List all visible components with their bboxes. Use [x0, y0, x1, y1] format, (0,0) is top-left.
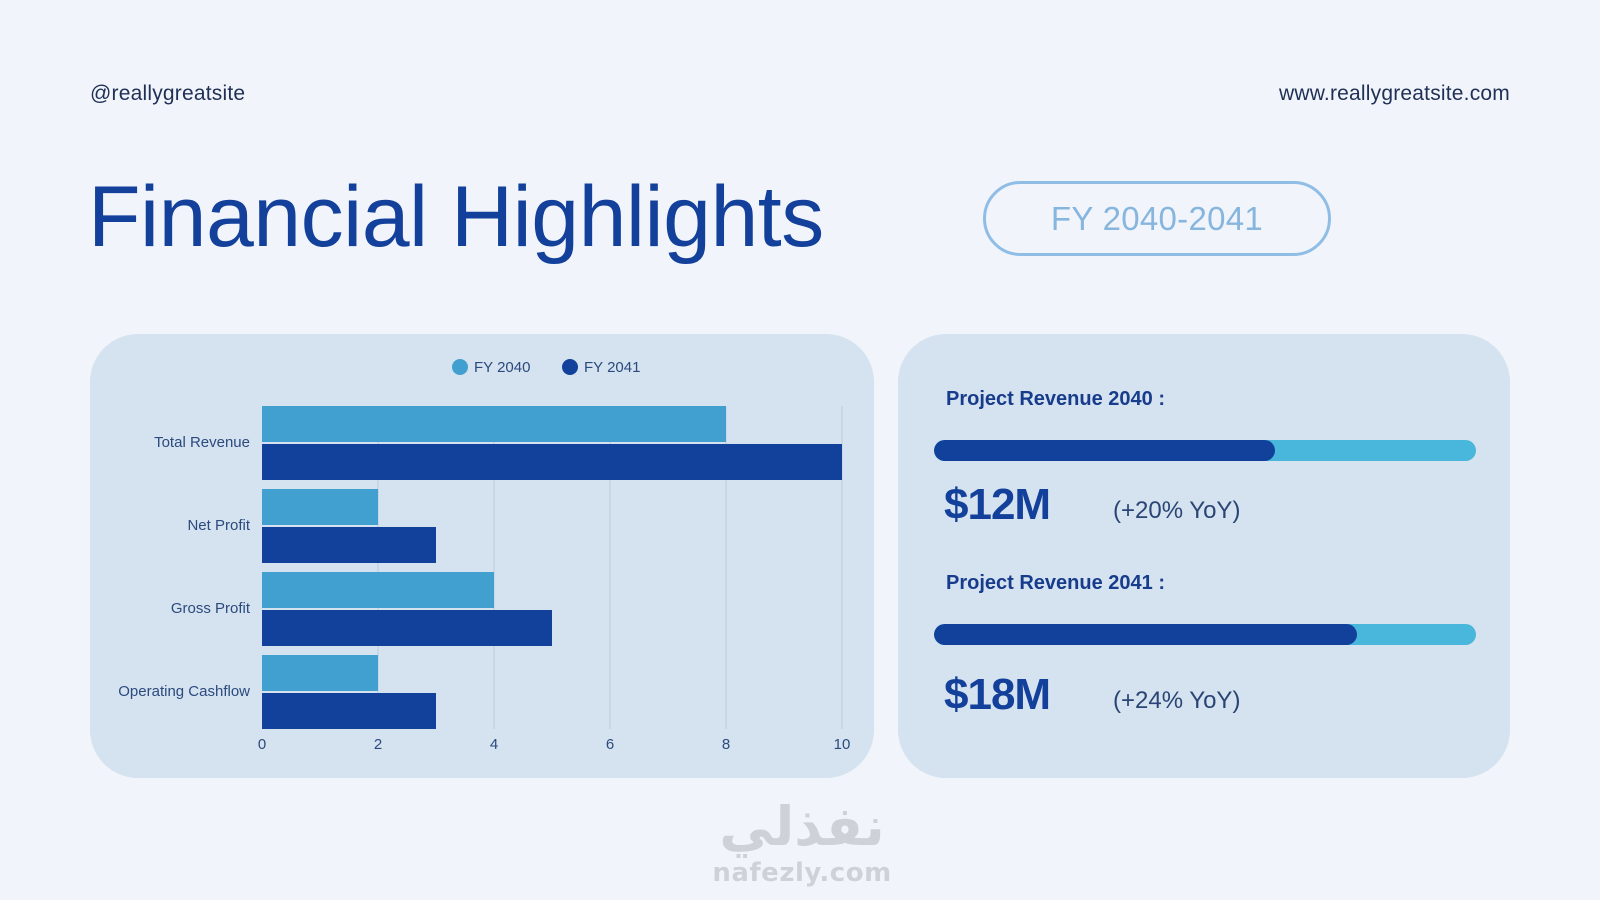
chart-panel: 0 2 4 6 8 10 Total Revenue Net Profit Gross Prof…	[90, 334, 874, 778]
x-tick-label: 2	[374, 736, 382, 753]
category-label: Gross Profit	[171, 600, 251, 617]
revenue-value: $12M	[944, 480, 1051, 529]
x-tick-label: 4	[490, 736, 498, 753]
x-tick-label: 6	[606, 736, 614, 753]
category-label: Net Profit	[187, 517, 250, 534]
legend-label: FY 2041	[584, 359, 640, 376]
page-title: Financial Highlights	[88, 169, 824, 265]
legend-swatch	[452, 359, 468, 375]
bar-fy-2040	[262, 655, 378, 691]
revenue-progress-bar	[934, 624, 1476, 645]
bar-fy-2040	[262, 489, 378, 525]
watermark-arabic: نفذلي	[719, 795, 885, 858]
bar-fy-2041	[262, 693, 436, 729]
category-label: Operating Cashflow	[118, 683, 250, 700]
revenue-title: Project Revenue 2041 :	[946, 572, 1165, 594]
revenue-progress-bar	[934, 440, 1476, 461]
revenue-value: $18M	[944, 670, 1051, 719]
revenue-progress-fill	[934, 624, 1357, 645]
revenue-yoy: (+24% YoY)	[1113, 687, 1241, 714]
watermark-logo: نفذلي nafezly.com	[704, 796, 900, 900]
bar-chart: 0 2 4 6 8 10 Total Revenue Net Profit Gross Prof…	[118, 359, 851, 753]
legend-label: FY 2040	[474, 359, 530, 376]
x-tick-label: 10	[834, 736, 851, 753]
bar-fy-2041	[262, 610, 552, 646]
bar-fy-2040	[262, 572, 494, 608]
watermark-latin: nafezly.com	[712, 858, 892, 888]
x-tick-label: 8	[722, 736, 730, 753]
website-url: www.reallygreatsite.com	[1278, 82, 1510, 105]
revenue-title: Project Revenue 2040 :	[946, 388, 1165, 410]
bar-fy-2041	[262, 527, 436, 563]
revenue-panel: Project Revenue 2040 : $12M (+20% YoY) P…	[898, 334, 1510, 778]
social-handle: @reallygreatsite	[90, 82, 246, 105]
legend-swatch	[562, 359, 578, 375]
period-badge: FY 2040-2041	[983, 181, 1331, 256]
revenue-progress-fill	[934, 440, 1276, 461]
revenue-yoy: (+20% YoY)	[1113, 497, 1241, 524]
category-label: Total Revenue	[154, 434, 250, 451]
bar-fy-2040	[262, 406, 726, 442]
x-tick-label: 0	[258, 736, 266, 753]
bar-fy-2041	[262, 444, 842, 480]
